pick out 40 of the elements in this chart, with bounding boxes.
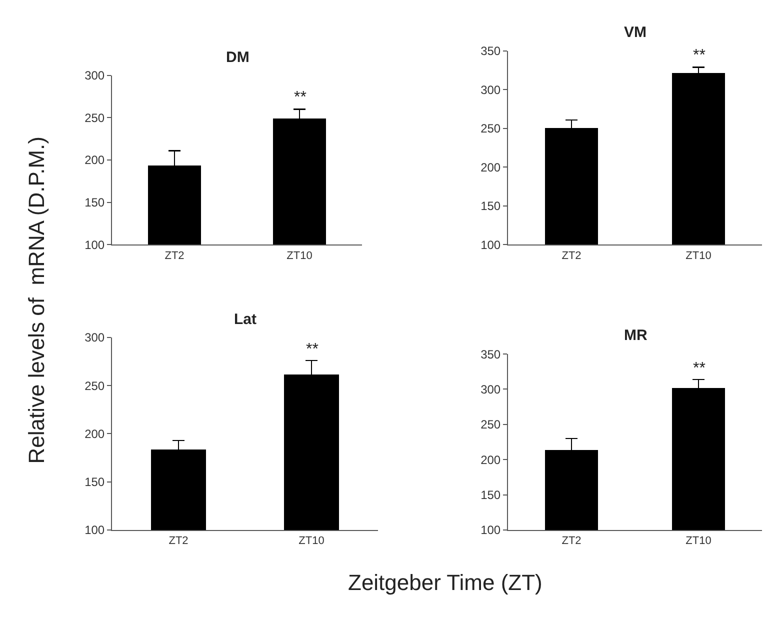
y-tick-label: 150 [84, 475, 105, 490]
y-tick-label: 300 [84, 68, 105, 83]
annotation: ** [693, 47, 706, 64]
y-tick-label: 300 [480, 382, 501, 396]
y-tick-label: 150 [84, 195, 105, 210]
y-tick-label: 350 [480, 44, 501, 58]
y-tick-label: 250 [480, 122, 501, 136]
y-tick-label: 350 [480, 347, 501, 362]
x-tick-label: ZT10 [686, 250, 712, 262]
x-tick-label: ZT10 [686, 535, 712, 548]
annotation: ** [306, 341, 318, 358]
x-tick-label: ZT2 [562, 250, 582, 262]
annotation: ** [294, 89, 306, 106]
y-tick-label: 200 [480, 160, 501, 174]
x-axis-title: Zeitgeber Time (ZT) [348, 570, 542, 595]
y-tick-label: 150 [480, 488, 501, 502]
y-tick-label: 300 [84, 330, 105, 345]
chart-title: VM [624, 24, 646, 41]
y-tick-label: 100 [480, 238, 501, 252]
x-tick-label: ZT2 [562, 535, 582, 548]
y-axis-title: Relative levels of mRNA (D.P.M.) [24, 136, 50, 464]
annotation: ** [693, 360, 706, 377]
y-tick-label: 200 [84, 426, 105, 441]
chart-title: DM [226, 49, 250, 66]
x-tick-label: ZT2 [168, 535, 188, 548]
x-tick-label: ZT10 [286, 250, 312, 262]
x-tick-label: ZT2 [164, 250, 184, 262]
chart-title: MR [624, 327, 648, 344]
y-tick-label: 250 [84, 378, 105, 393]
y-tick-label: 100 [84, 523, 105, 538]
y-tick-label: 300 [480, 82, 501, 97]
chart-title: Lat [234, 311, 257, 328]
y-tick-label: 250 [84, 110, 105, 125]
y-tick-label: 200 [480, 452, 501, 467]
y-tick-label: 100 [84, 238, 105, 252]
y-tick-label: 100 [480, 523, 501, 538]
y-tick-label: 250 [480, 418, 501, 432]
y-tick-label: 200 [84, 153, 105, 168]
y-tick-label: 150 [480, 199, 501, 214]
x-tick-label: ZT10 [298, 535, 324, 548]
